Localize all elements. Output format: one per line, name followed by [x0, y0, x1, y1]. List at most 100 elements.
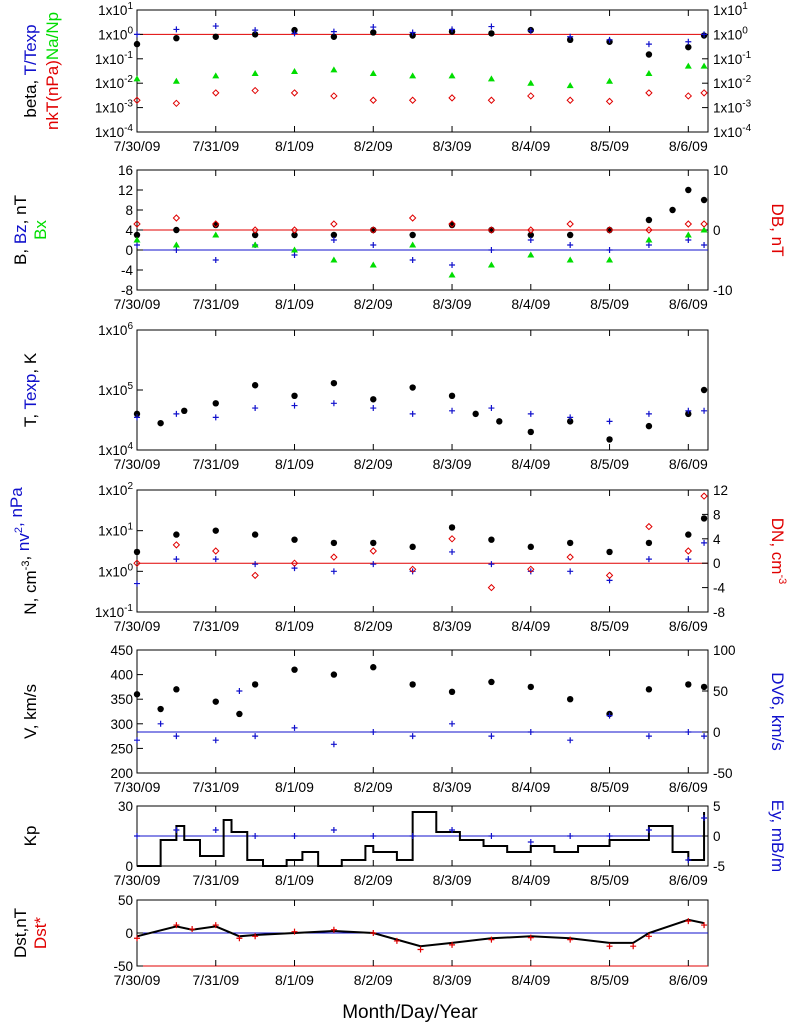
- data-point: [645, 539, 653, 547]
- data-point: [370, 29, 377, 36]
- data-point: [409, 543, 416, 551]
- y2-tick-label: 1x10-4: [713, 123, 752, 140]
- x-tick-label: 8/5/09: [590, 138, 629, 154]
- data-point: [488, 936, 495, 943]
- data-point: [685, 38, 692, 45]
- data-point: [488, 247, 495, 253]
- y-tick-label: 350: [110, 692, 133, 707]
- data-point: [173, 686, 180, 693]
- data-point: [527, 839, 534, 845]
- x-tick-label: 8/5/09: [590, 972, 629, 988]
- y-tick-label: 1x104: [98, 441, 133, 458]
- y-tick-label: 1x102: [98, 481, 133, 498]
- data-point: [290, 226, 299, 234]
- data-point: [605, 571, 614, 580]
- data-point: [370, 833, 377, 839]
- data-point: [566, 418, 574, 425]
- y-axis-label: beta, T/Texp: [21, 24, 40, 117]
- x-tick-label: 7/30/09: [114, 618, 161, 634]
- data-point: [685, 186, 692, 194]
- data-point: [173, 34, 180, 42]
- y-tick-label: 400: [110, 668, 133, 683]
- y-tick-label: 1x10-2: [95, 74, 134, 91]
- data-point: [173, 531, 180, 538]
- y-tick-label: 200: [110, 766, 133, 781]
- series-T/Texp: [134, 23, 708, 48]
- data-point: [409, 733, 416, 740]
- data-point: [567, 33, 574, 40]
- data-point: [487, 261, 495, 268]
- data-point: [606, 548, 613, 556]
- y2-tick-label: -10: [713, 283, 733, 298]
- y-tick-label: -4: [121, 263, 133, 278]
- data-point: [449, 262, 456, 268]
- y-tick-label: 1x101: [98, 1, 133, 18]
- data-point: [157, 720, 164, 727]
- data-point: [449, 26, 456, 33]
- data-point: [330, 66, 338, 73]
- data-point: [212, 827, 219, 833]
- data-point: [527, 568, 534, 575]
- x-tick-label: 7/31/09: [192, 618, 239, 634]
- data-point: [409, 32, 416, 39]
- data-point: [448, 221, 456, 229]
- y-tick-label: 1x10-1: [95, 50, 134, 67]
- data-point: [134, 242, 140, 248]
- data-point: [133, 548, 141, 556]
- y-axis-label-text: V, km/s: [21, 684, 40, 739]
- data-point: [251, 531, 259, 538]
- data-point: [291, 536, 298, 543]
- y2-tick-label: -8: [713, 605, 725, 620]
- data-point: [212, 72, 220, 79]
- x-tick-label: 8/5/09: [590, 779, 629, 795]
- data-point: [606, 226, 613, 234]
- y-tick-label: 0: [125, 859, 133, 874]
- data-point: [685, 681, 692, 688]
- data-point: [487, 96, 496, 104]
- data-point: [212, 231, 220, 238]
- series-Texp: [134, 400, 708, 425]
- data-point: [566, 696, 574, 703]
- data-point: [370, 242, 377, 248]
- data-point: [252, 833, 259, 839]
- y2-tick-label: 10: [713, 163, 728, 178]
- x-tick-label: 8/6/09: [669, 138, 708, 154]
- data-point: [472, 410, 479, 418]
- data-point: [567, 833, 574, 839]
- series-nkT(nPa): [133, 86, 708, 108]
- data-point: [606, 712, 613, 719]
- data-point: [369, 69, 377, 76]
- data-point: [252, 933, 259, 940]
- x-tick-label: 7/31/09: [192, 138, 239, 154]
- series-DN: [133, 492, 708, 592]
- series-Dst*: [134, 918, 708, 953]
- data-point: [606, 436, 613, 443]
- data-point: [487, 75, 495, 82]
- data-point: [173, 247, 180, 253]
- x-tick-label: 8/4/09: [511, 138, 550, 154]
- data-point: [488, 23, 495, 30]
- data-point: [448, 524, 456, 531]
- x-tick-label: 8/1/09: [275, 872, 314, 888]
- y-axis-label-text: Kp: [21, 826, 40, 847]
- y-tick-label: -8: [121, 283, 133, 298]
- data-point: [252, 405, 259, 412]
- data-point: [133, 559, 141, 567]
- panel-magnetic-field: 16 12 8 4 0 -4 -8 10 0 -10 7/30/09 7/31/09 8/1/09 8/2…: [11, 163, 787, 312]
- data-point: [685, 407, 692, 414]
- y-tick-label: 30: [118, 799, 133, 814]
- x-tick-label: 8/1/09: [275, 296, 314, 312]
- data-point: [291, 402, 298, 409]
- data-point: [369, 226, 377, 234]
- data-point: [487, 583, 496, 592]
- data-point: [701, 242, 708, 248]
- y-tick-label: 1x101: [98, 522, 133, 539]
- x-tick-label: 7/30/09: [114, 872, 161, 888]
- data-point: [212, 89, 220, 97]
- data-point: [566, 539, 574, 547]
- data-point: [567, 936, 574, 943]
- series-N: [133, 515, 708, 556]
- data-point: [251, 86, 259, 95]
- x-tick-label: 8/2/09: [354, 972, 393, 988]
- data-point: [566, 82, 574, 89]
